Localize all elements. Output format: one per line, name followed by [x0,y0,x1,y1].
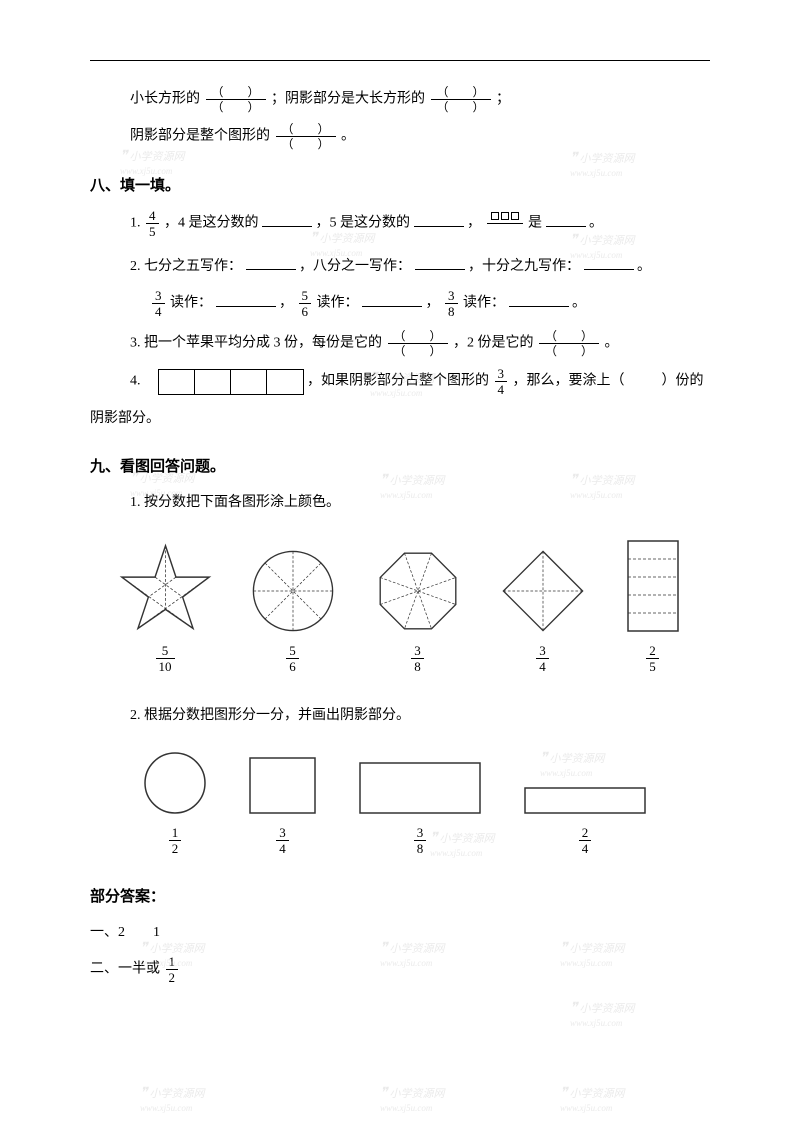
fraction: 34 [152,289,165,318]
answer-line-2: 二、一半或 12 [90,955,710,984]
text: 阴影部分是整个图形的 [130,129,270,144]
watermark: ❞小学资源网www.xj5u.com [140,1085,205,1114]
blank [509,293,569,307]
answers-title: 部分答案： [90,885,710,906]
text: 。 [605,336,619,351]
text: ；阴影部分是大长方形的 [271,92,425,107]
text: 阴影部分。 [90,411,160,426]
q8-1: 1. 45 ，4 是这分数的 ，5 是这分数的 ， 是 。 [130,209,710,238]
text: 。 [589,216,603,231]
blank [262,213,312,227]
shape-star: 510 [118,541,213,673]
text: ， [279,296,293,311]
shape-square-2: 34 [245,753,320,855]
watermark: ❞小学资源网www.xj5u.com [380,1085,445,1114]
text: ，那么，要涂上（ [513,374,625,389]
intro-line-1: 小长方形的 （ ）（ ） ；阴影部分是大长方形的 （ ）（ ） ； [130,86,710,113]
shape-octagon: 38 [373,546,463,673]
blank [414,213,464,227]
text: 是 [528,216,542,231]
q8-2-line1: 2. 七分之五写作： ，八分之一写作： ，十分之九写作： 。 [130,254,710,279]
text: ，5 是这分数的 [316,216,411,231]
text: 。 [572,296,586,311]
shape-diamond: 34 [498,546,588,673]
q8-2-line2: 34 读作： ， 56 读作： ， 38 读作： 。 [150,289,710,318]
text: ，十分之九写作： [468,259,580,274]
fraction: 12 [166,955,179,984]
blank [546,213,586,227]
text: ，如果阴影部分占整个图形的 [307,374,489,389]
q8-3: 3. 把一个苹果平均分成 3 份，每份是它的 （ ）（ ） ，2 份是它的 （ … [130,330,710,357]
shape-circle: 56 [248,546,338,673]
fraction: 34 [495,367,508,396]
text: 2. 七分之五写作： [130,259,242,274]
shape-circle-2: 12 [140,748,210,855]
figure-row-1: 510 56 38 [100,536,700,673]
watermark: ❞小学资源网www.xj5u.com [120,148,185,177]
text: 3. 把一个苹果平均分成 3 份，每份是它的 [130,336,382,351]
text: ； [496,92,510,107]
watermark: ❞小学资源网www.xj5u.com [570,1000,635,1029]
intro-line-2: 阴影部分是整个图形的 （ ）（ ） 。 [130,123,710,150]
rect-boxes [158,369,304,395]
q9-2: 2. 根据分数把图形分一分，并画出阴影部分。 [130,703,710,728]
text: ，4 是这分数的 [164,216,259,231]
section-9-title: 九、看图回答问题。 [90,455,710,476]
blank-fraction: （ ）（ ） [206,86,266,113]
section-8-title: 八、填一填。 [90,174,710,195]
fraction: 56 [299,289,312,318]
text: 读作： [463,296,505,311]
text: 。 [637,259,651,274]
figure-row-2: 12 34 38 24 [140,748,700,855]
shape-rect: 25 [623,536,683,673]
text: 二、一半或 [90,962,160,977]
blank-fraction: （ ）（ ） [388,330,448,357]
answers-section: 部分答案： 一、2 1 二、一半或 12 [90,885,710,984]
text: 小长方形的 [130,92,200,107]
q8-4b: 阴影部分。 [90,406,710,431]
shape-rect-2: 38 [355,758,485,855]
top-rule [90,60,710,61]
fraction: 45 [146,209,159,238]
text: ）份的 [662,374,704,389]
q8-4: 4. ，如果阴影部分占整个图形的 34 ，那么，要涂上（ ）份的 [130,367,710,396]
text: 。 [341,129,355,144]
text: ， [467,216,481,231]
blank [246,256,296,270]
blank [362,293,422,307]
text: ， [426,296,440,311]
blank [415,256,465,270]
blank-fraction: （ ）（ ） [276,123,336,150]
blank-fraction: （ ）（ ） [539,330,599,357]
shape-rect-3: 24 [520,783,650,855]
fraction: 38 [445,289,458,318]
text: 读作： [170,296,212,311]
text: 4. [130,374,141,389]
blank [584,256,634,270]
watermark: ❞小学资源网www.xj5u.com [560,1085,625,1114]
blank [216,293,276,307]
answer-line-1: 一、2 1 [90,920,710,945]
fraction-blank [487,209,523,238]
text: 1. [130,216,144,231]
text: ，2 份是它的 [453,336,534,351]
q9-1: 1. 按分数把下面各图形涂上颜色。 [130,490,710,515]
blank-fraction: （ ）（ ） [431,86,491,113]
text: 读作： [317,296,359,311]
text: ，八分之一写作： [299,259,411,274]
